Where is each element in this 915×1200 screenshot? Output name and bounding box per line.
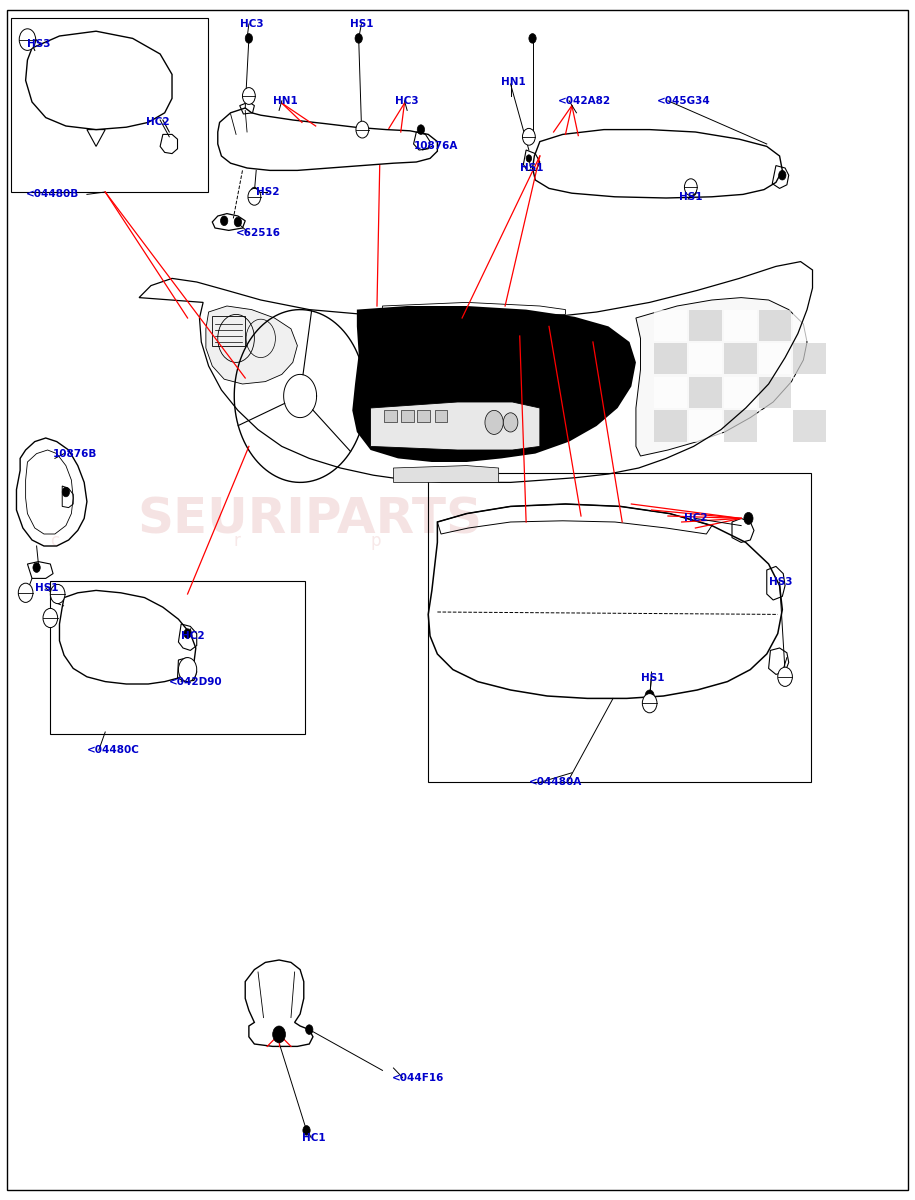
Circle shape <box>779 170 786 180</box>
Circle shape <box>178 658 197 682</box>
Text: <62516: <62516 <box>236 228 281 238</box>
Circle shape <box>642 694 657 713</box>
Bar <box>793 377 826 408</box>
Bar <box>793 310 826 341</box>
Text: HC2: HC2 <box>684 514 708 523</box>
Circle shape <box>251 187 258 197</box>
Text: 10876B: 10876B <box>53 449 97 458</box>
Text: <04480A: <04480A <box>529 778 582 787</box>
Bar <box>793 343 826 374</box>
Circle shape <box>33 563 40 572</box>
Text: SEURIPARTS: SEURIPARTS <box>137 496 482 544</box>
Text: HS3: HS3 <box>769 577 792 587</box>
Bar <box>384 410 397 422</box>
Text: <044F16: <044F16 <box>392 1073 444 1082</box>
Circle shape <box>417 125 425 134</box>
Circle shape <box>485 410 503 434</box>
Bar <box>689 410 722 442</box>
Circle shape <box>273 1026 285 1043</box>
Bar <box>417 410 430 422</box>
Text: HC2: HC2 <box>146 118 170 127</box>
Text: c: c <box>50 532 59 550</box>
Circle shape <box>242 88 255 104</box>
Circle shape <box>522 128 535 145</box>
Text: HC3: HC3 <box>240 19 264 29</box>
Bar <box>401 410 414 422</box>
Circle shape <box>691 188 696 196</box>
Bar <box>689 377 722 408</box>
Bar <box>724 310 757 341</box>
Circle shape <box>234 217 242 227</box>
Circle shape <box>526 155 532 162</box>
Circle shape <box>19 29 36 50</box>
Bar <box>759 377 791 408</box>
Text: <045G34: <045G34 <box>657 96 711 106</box>
Text: HC3: HC3 <box>395 96 419 106</box>
Circle shape <box>356 121 369 138</box>
Text: HN1: HN1 <box>501 77 526 86</box>
Bar <box>759 343 791 374</box>
Circle shape <box>306 1025 313 1034</box>
Text: HS3: HS3 <box>27 40 51 49</box>
Text: <042A82: <042A82 <box>558 96 611 106</box>
Polygon shape <box>636 298 807 456</box>
Circle shape <box>744 512 753 524</box>
Circle shape <box>303 1126 310 1135</box>
Text: HS1: HS1 <box>520 163 544 173</box>
Circle shape <box>248 188 261 205</box>
Circle shape <box>778 667 792 686</box>
Circle shape <box>62 487 70 497</box>
Bar <box>724 410 757 442</box>
Bar <box>212 316 245 346</box>
Circle shape <box>18 583 33 602</box>
Bar <box>654 410 687 442</box>
Bar <box>759 310 791 341</box>
Bar <box>435 410 447 422</box>
Circle shape <box>221 216 228 226</box>
Text: <04480B: <04480B <box>26 190 79 199</box>
Text: HS1: HS1 <box>679 192 703 202</box>
Polygon shape <box>206 306 297 384</box>
Bar <box>654 343 687 374</box>
Text: <042D90: <042D90 <box>169 677 223 686</box>
Circle shape <box>645 690 654 702</box>
Bar <box>724 343 757 374</box>
Bar <box>654 377 687 408</box>
Text: r: r <box>233 532 241 550</box>
Text: <04480C: <04480C <box>87 745 140 755</box>
Bar <box>50 581 305 734</box>
Circle shape <box>245 34 253 43</box>
Circle shape <box>355 34 362 43</box>
Bar <box>428 473 811 782</box>
Bar <box>11 18 208 192</box>
Circle shape <box>503 413 518 432</box>
Bar <box>654 310 687 341</box>
Circle shape <box>50 584 65 604</box>
Bar <box>793 410 826 442</box>
Text: HN1: HN1 <box>273 96 297 106</box>
Text: HC1: HC1 <box>302 1133 326 1142</box>
Text: HS1: HS1 <box>640 673 664 683</box>
Text: 10876A: 10876A <box>414 142 458 151</box>
Text: p: p <box>371 532 381 550</box>
Circle shape <box>43 608 58 628</box>
Circle shape <box>529 34 536 43</box>
Bar <box>689 310 722 341</box>
Text: HS1: HS1 <box>35 583 59 593</box>
Polygon shape <box>352 306 636 462</box>
Polygon shape <box>393 466 499 482</box>
Polygon shape <box>371 402 540 450</box>
Bar <box>759 410 791 442</box>
Circle shape <box>684 179 697 196</box>
Text: HS2: HS2 <box>256 187 280 197</box>
Text: HS1: HS1 <box>350 19 373 29</box>
Text: HC2: HC2 <box>181 631 205 641</box>
Bar <box>724 377 757 408</box>
Bar <box>689 343 722 374</box>
Circle shape <box>184 629 191 638</box>
